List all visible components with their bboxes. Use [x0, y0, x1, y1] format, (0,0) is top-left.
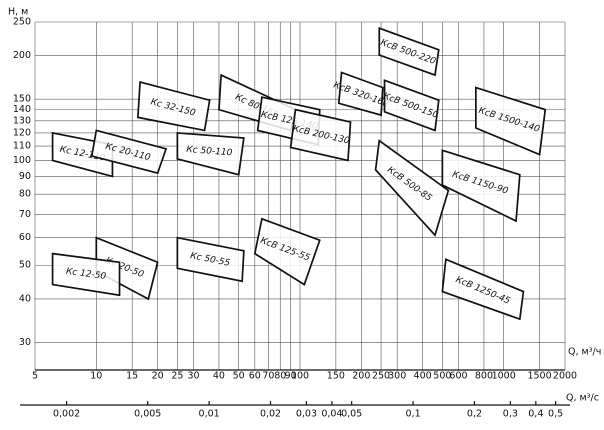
x-tick-label: 5	[32, 371, 38, 382]
y-tick-label: 70	[19, 209, 31, 220]
y-tick-label: 130	[13, 115, 31, 126]
operating-field	[441, 258, 525, 321]
operating-field	[51, 252, 121, 297]
y-tick-label: 60	[19, 232, 31, 243]
operating-field	[383, 79, 440, 132]
x2-tick-label: 0,5	[548, 409, 563, 420]
field-label: Кс 50-110	[186, 145, 233, 159]
y-tick-label: 100	[13, 155, 31, 166]
operating-field	[378, 26, 440, 77]
x2-tick-label: 0,2	[467, 409, 482, 420]
x2-tick-label: 0,05	[341, 409, 362, 420]
y-tick-label: 200	[13, 50, 31, 61]
x2-axis-label: Q, м³/с	[566, 393, 599, 404]
y-tick-label: 80	[19, 189, 31, 200]
x-tick-label: 500	[433, 371, 451, 382]
x-tick-label: 80	[274, 371, 286, 382]
x-tick-label: 70	[262, 371, 274, 382]
x-tick-label: 150	[327, 371, 345, 382]
y-tick-label: 150	[13, 94, 31, 105]
x-tick-label: 1500	[527, 371, 551, 382]
operating-field	[441, 149, 521, 223]
y-tick-label: 50	[19, 260, 31, 271]
operating-field	[176, 132, 245, 176]
y-tick-label: 40	[19, 293, 31, 304]
operating-field	[136, 80, 211, 132]
operating-field	[374, 139, 450, 237]
x2-tick-label: 0,1	[406, 409, 421, 420]
operating-field	[176, 236, 245, 283]
x-tick-label: 20	[152, 371, 164, 382]
x-tick-label: 200	[352, 371, 370, 382]
x2-tick-label: 0,03	[296, 409, 317, 420]
y-tick-label: 140	[13, 104, 31, 115]
x-tick-label: 100	[291, 371, 309, 382]
x-tick-label: 90	[285, 371, 297, 382]
operating-field	[289, 108, 352, 162]
x-tick-label: 600	[449, 371, 467, 382]
x2-tick-label: 0,04	[321, 409, 342, 420]
x2-tick-label: 0,002	[53, 409, 80, 420]
operating-field	[474, 86, 547, 156]
x-tick-label: 10	[90, 371, 102, 382]
x2-tick-label: 0,005	[134, 409, 161, 420]
y-tick-label: 120	[13, 127, 31, 138]
x2-tick-label: 0,4	[528, 409, 543, 420]
x2-tick-label: 0,3	[503, 409, 518, 420]
y-axis-label: H, м	[8, 7, 28, 18]
y-tick-label: 90	[19, 171, 31, 182]
x-tick-label: 60	[249, 371, 261, 382]
y-tick-label: 30	[19, 337, 31, 348]
x-tick-label: 400	[414, 371, 432, 382]
x-tick-label: 250	[372, 371, 390, 382]
y-tick-label: 110	[13, 141, 31, 152]
operating-field	[253, 217, 321, 286]
operating-field	[90, 129, 168, 175]
x2-tick-label: 0,02	[260, 409, 281, 420]
x-tick-label: 30	[187, 371, 199, 382]
x-axis-label: Q, м³/ч	[568, 347, 601, 358]
x-tick-label: 800	[475, 371, 493, 382]
x-tick-label: 15	[126, 371, 138, 382]
x-tick-label: 40	[213, 371, 225, 382]
x-tick-label: 2000	[553, 371, 577, 382]
operating-field	[337, 71, 384, 117]
x-tick-label: 50	[233, 371, 245, 382]
y-tick-label: 250	[13, 17, 31, 28]
x2-tick-label: 0,01	[199, 409, 220, 420]
x-tick-label: 300	[388, 371, 406, 382]
x-tick-label: 1000	[492, 371, 516, 382]
x-tick-label: 25	[171, 371, 183, 382]
